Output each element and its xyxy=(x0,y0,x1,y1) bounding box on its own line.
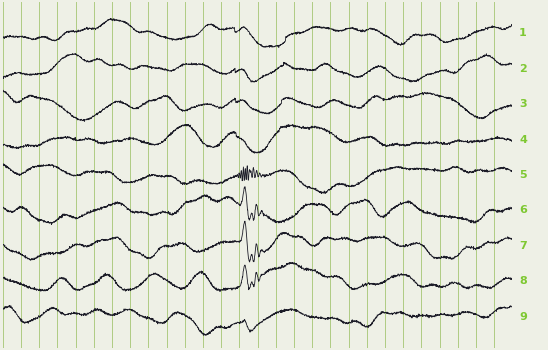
Text: 6: 6 xyxy=(519,205,527,215)
Text: 5: 5 xyxy=(519,170,527,180)
Text: 4: 4 xyxy=(519,135,527,145)
Text: 3: 3 xyxy=(519,99,527,109)
Text: 2: 2 xyxy=(519,64,527,74)
Text: 8: 8 xyxy=(519,276,527,286)
Text: 7: 7 xyxy=(519,241,527,251)
Text: 1: 1 xyxy=(519,28,527,38)
Text: 9: 9 xyxy=(519,312,527,322)
